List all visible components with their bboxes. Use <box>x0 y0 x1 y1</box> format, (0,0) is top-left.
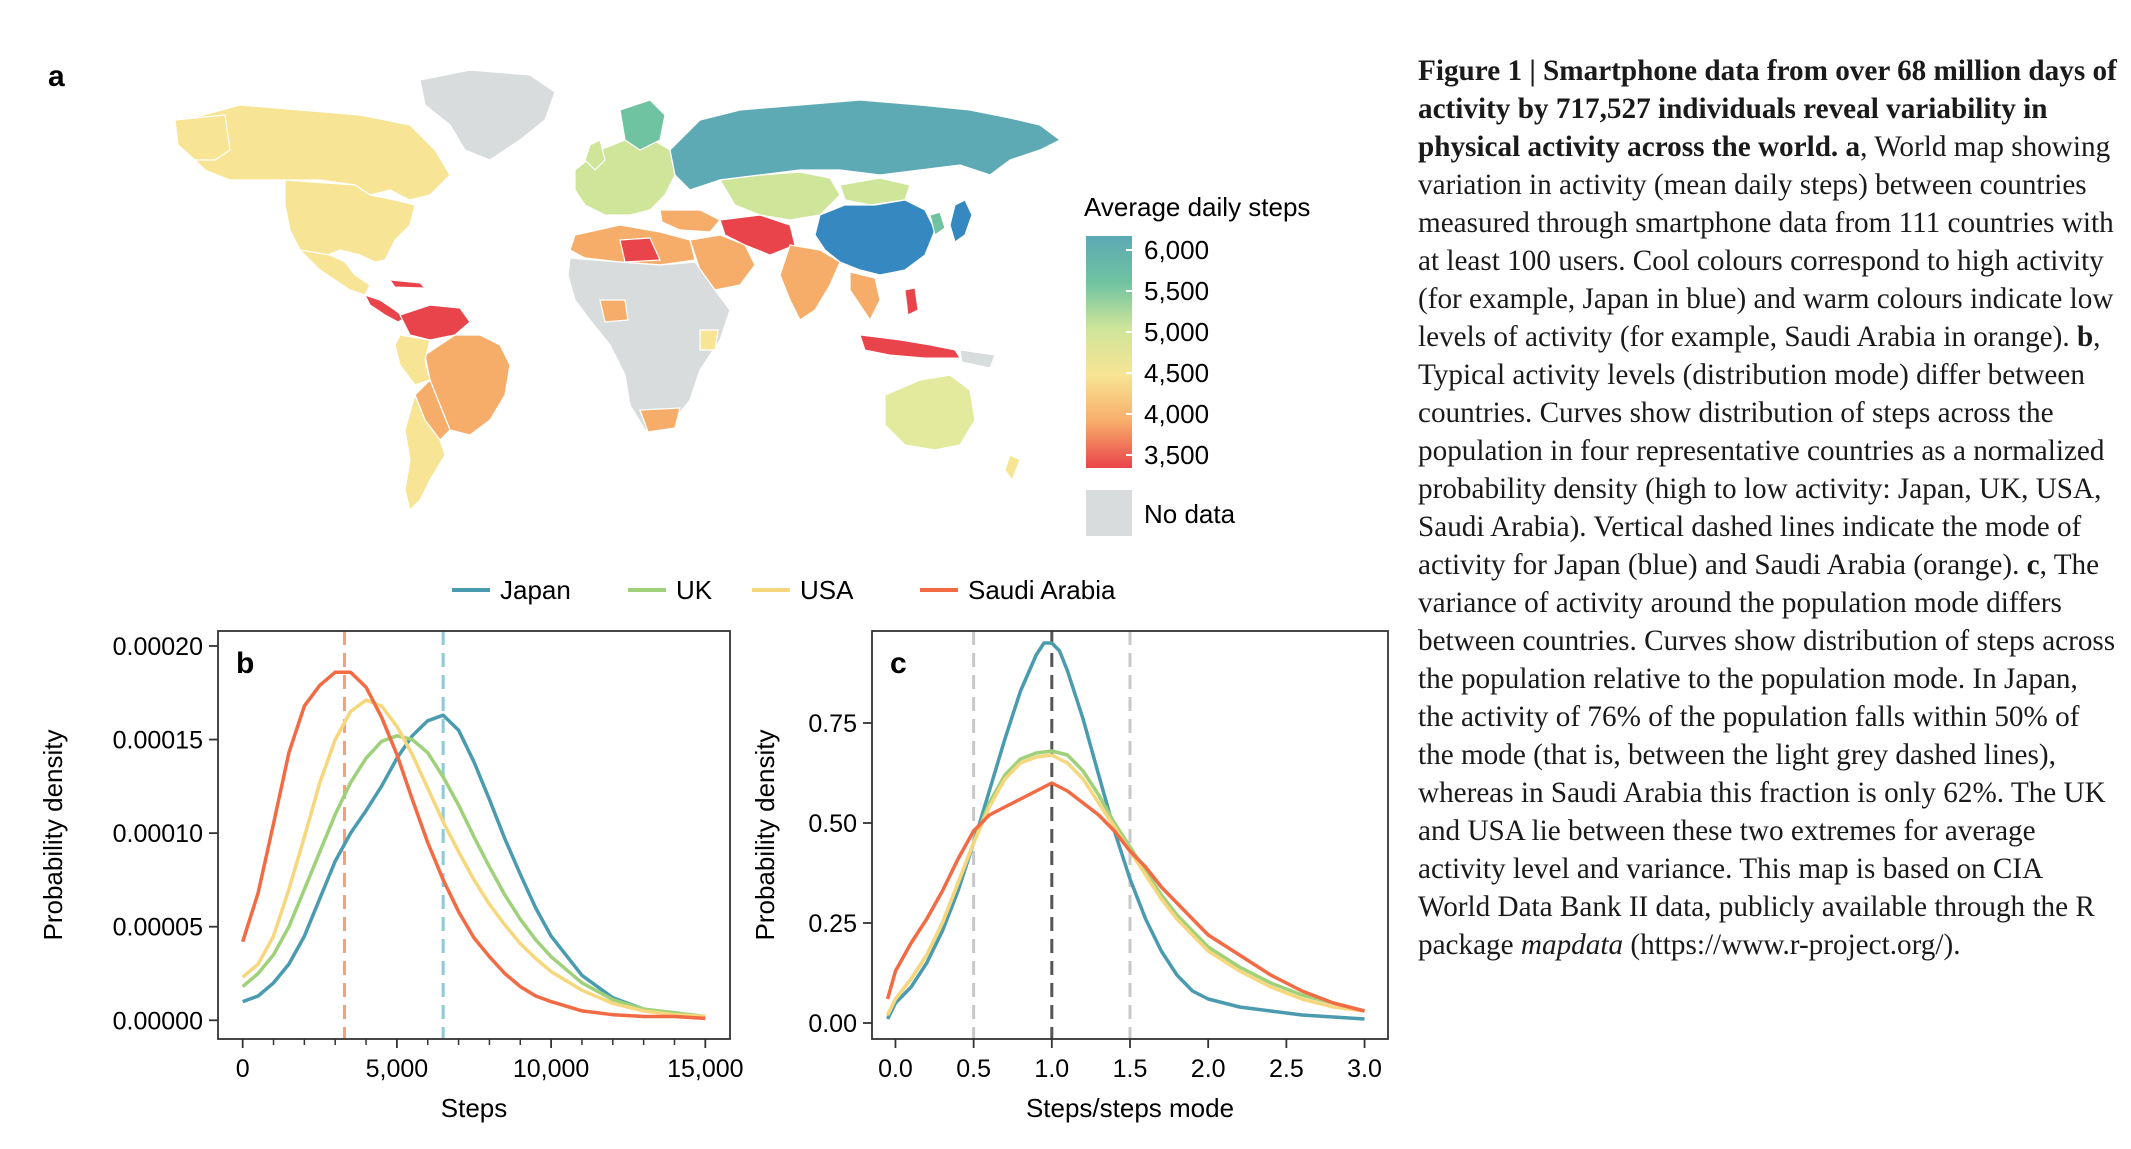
figure-caption: Figure 1 | Smartphone data from over 68 … <box>1418 52 2118 964</box>
y-axis-label: Probability density <box>38 730 68 941</box>
country-mexico <box>298 249 371 296</box>
x-tick-label: 2.5 <box>1269 1055 1304 1083</box>
x-tick-label: 5,000 <box>366 1055 429 1083</box>
country-libya <box>619 237 661 263</box>
panel-label-a: a <box>48 60 65 93</box>
y-axis-label: Probability density <box>750 730 780 941</box>
country-south-africa <box>639 407 681 433</box>
y-tick-label: 0.00005 <box>113 914 203 942</box>
no-data-swatch <box>1086 490 1132 536</box>
map-legend-tick-label: 4,000 <box>1144 399 1209 429</box>
country-korea <box>929 211 946 236</box>
region-central-asia <box>719 171 841 221</box>
region-turkey <box>659 209 721 233</box>
map-legend: Average daily steps 6,000 5,500 5,000 4,500… <box>1084 192 1310 536</box>
region-philippines <box>904 287 919 316</box>
country-canada <box>184 104 451 201</box>
country-usa <box>284 179 416 263</box>
chart-b: 0 5,000 10,000 15,000 0.00000 0.00005 0.00010 0… <box>38 630 744 1123</box>
country-peru <box>394 334 431 386</box>
country-kenya <box>699 329 719 351</box>
world-map <box>174 69 1062 512</box>
region-iran-pakistan <box>719 214 796 256</box>
y-tick-label: 0.50 <box>808 810 857 838</box>
map-legend-tick-label: 5,000 <box>1144 317 1209 347</box>
series-line <box>886 753 1365 1016</box>
x-tick-label: 0.5 <box>956 1055 991 1083</box>
series-line <box>242 713 706 1019</box>
x-tick-label: 0.0 <box>878 1055 913 1083</box>
y-tick-label: 0.00015 <box>113 727 203 755</box>
caption-b-text: , Typical activity levels (distribution … <box>1418 321 2105 581</box>
figure: a <box>38 60 1389 1123</box>
series-legend-label: Saudi Arabia <box>968 575 1116 605</box>
country-alaska <box>174 114 231 161</box>
region-scandinavia <box>619 99 666 151</box>
x-tick-label: 2.0 <box>1191 1055 1226 1083</box>
series-legend: Japan UK USA Saudi Arabia <box>452 575 1116 605</box>
x-tick-label: 15,000 <box>667 1055 743 1083</box>
caption-a-label: a <box>1845 131 1861 163</box>
region-southeast-asia <box>849 271 881 322</box>
map-legend-colorbar <box>1086 236 1132 468</box>
region-caribbean <box>388 279 427 289</box>
y-tick-label: 0.25 <box>808 910 857 938</box>
y-tick-label: 0.75 <box>808 710 857 738</box>
region-central-america <box>363 293 407 323</box>
map-legend-title: Average daily steps <box>1084 192 1310 222</box>
panel-label: b <box>236 647 254 680</box>
caption-a-text: , World map showing variation in activit… <box>1418 131 2114 353</box>
caption-c-text: , The variance of activity around the po… <box>1418 549 2116 961</box>
plot-frame <box>217 630 731 1040</box>
caption-c-label: c <box>2026 549 2040 581</box>
caption-b-label: b <box>2076 321 2094 353</box>
region-new-guinea <box>959 349 996 369</box>
country-uk <box>584 139 606 171</box>
series-legend-label: USA <box>800 575 854 605</box>
caption-title: Figure 1 | Smartphone data from over 68 … <box>1418 55 2117 163</box>
panel-label: c <box>890 647 907 680</box>
country-australia <box>884 374 976 451</box>
series-line <box>241 734 706 1019</box>
country-nigeria <box>599 299 629 323</box>
x-tick-label: 1.0 <box>1034 1055 1069 1083</box>
series-line <box>886 641 1365 1021</box>
y-tick-label: 0.00 <box>808 1010 857 1038</box>
x-axis-label: Steps/steps mode <box>1026 1093 1234 1123</box>
country-india <box>779 244 841 321</box>
series-line <box>241 670 706 1021</box>
region-indonesia <box>859 334 961 359</box>
country-greenland <box>419 69 556 161</box>
y-tick-label: 0.00020 <box>113 633 203 661</box>
x-tick-label: 1.5 <box>1113 1055 1148 1083</box>
series-line <box>241 698 706 1019</box>
series-line <box>885 781 1365 1013</box>
country-new-zealand <box>1004 454 1021 482</box>
caption-url: (https://www.r-project.org/). <box>1623 929 1961 961</box>
series-legend-label: UK <box>676 575 713 605</box>
country-china <box>814 199 936 276</box>
y-tick-label: 0.00000 <box>113 1007 203 1035</box>
x-axis-label: Steps <box>441 1093 508 1123</box>
map-legend-tick-label: 5,500 <box>1144 276 1209 306</box>
series-legend-label: Japan <box>500 575 571 605</box>
map-legend-tick-label: 3,500 <box>1144 440 1209 470</box>
map-legend-tick-label: 6,000 <box>1144 235 1209 265</box>
no-data-label: No data <box>1144 499 1236 529</box>
x-tick-label: 0 <box>236 1055 250 1083</box>
map-legend-tick-label: 4,500 <box>1144 358 1209 388</box>
country-colombia-venezuela <box>399 304 471 341</box>
y-tick-label: 0.00010 <box>113 820 203 848</box>
country-argentina <box>404 393 446 512</box>
x-tick-label: 10,000 <box>513 1055 589 1083</box>
chart-c: 0.0 0.5 1.0 1.5 2.0 2.5 3.0 0.00 0.25 0.50 0.75 Ste… <box>750 630 1389 1123</box>
country-japan <box>949 199 973 243</box>
caption-package-name: mapdata <box>1520 929 1624 961</box>
country-russia <box>669 99 1062 191</box>
x-tick-label: 3.0 <box>1347 1055 1382 1083</box>
